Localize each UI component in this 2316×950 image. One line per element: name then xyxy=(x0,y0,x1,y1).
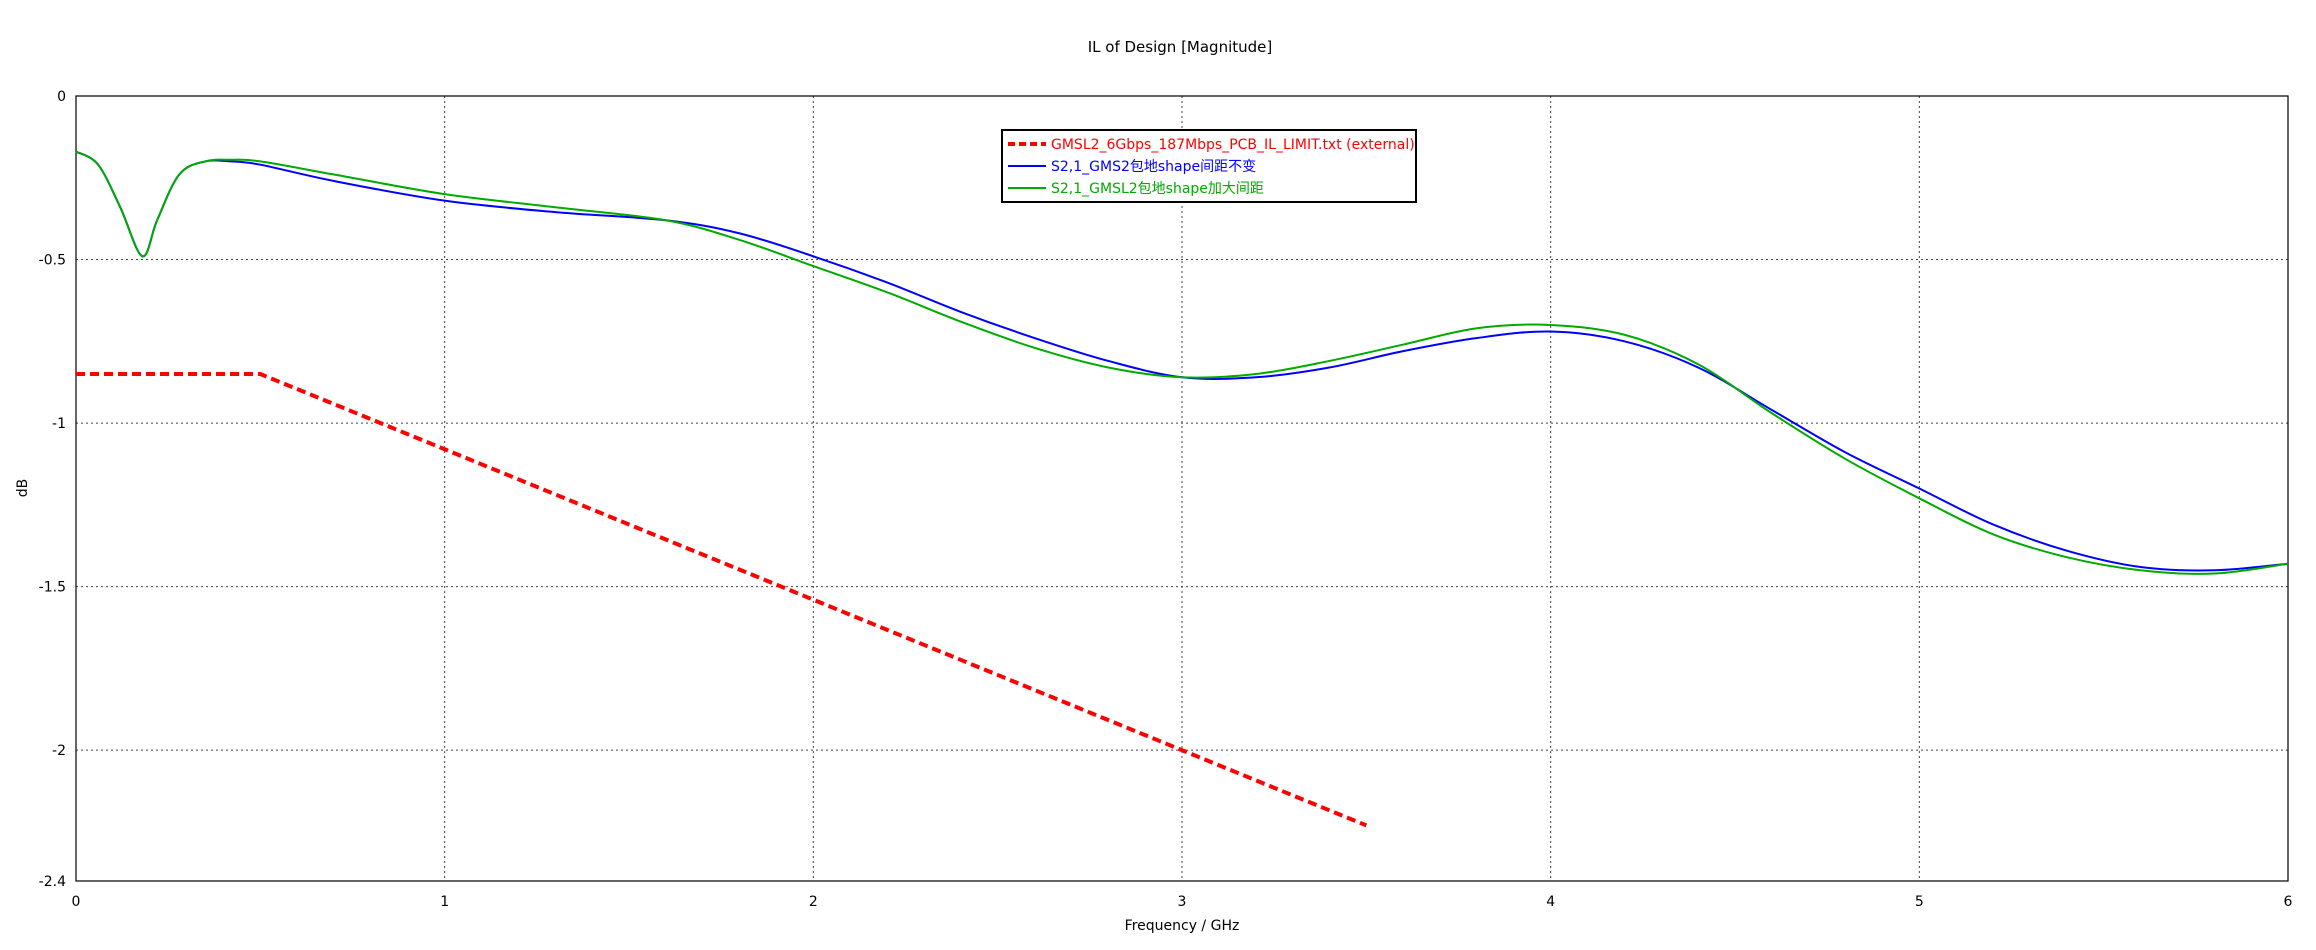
x-tick-label: 6 xyxy=(2284,894,2293,910)
y-tick-labels: 0 -0.5 -1 -1.5 -2 -2.4 xyxy=(39,89,66,890)
x-tick-label: 0 xyxy=(72,894,81,910)
x-tick-label: 4 xyxy=(1546,894,1555,910)
chart-title: IL of Design [Magnitude] xyxy=(1088,38,1273,56)
y-tick-label: -0.5 xyxy=(39,253,66,269)
y-tick-label: -1.5 xyxy=(39,580,66,596)
plot-area-frame xyxy=(75,95,2289,882)
y-tick-label: -2.4 xyxy=(39,874,66,890)
x-axis-label: Frequency / GHz xyxy=(1125,918,1240,934)
x-tick-label: 5 xyxy=(1915,894,1924,910)
legend-label-3: S2,1_GMSL2包地shape加大间距 xyxy=(1051,181,1264,197)
x-tick-labels: 0 1 2 3 4 5 6 xyxy=(72,894,2293,910)
y-tick-label: 0 xyxy=(57,89,66,105)
series-line-1 xyxy=(76,372,1368,828)
x-tick-label: 2 xyxy=(809,894,818,910)
series-line-3 xyxy=(75,150,2289,575)
y-axis-label: dB xyxy=(15,479,31,498)
y-tick-label: -1 xyxy=(52,416,66,432)
grid-lines xyxy=(76,96,2288,881)
legend-label-2: S2,1_GMS2包地shape间距不变 xyxy=(1051,159,1256,175)
series-lines xyxy=(75,150,2289,828)
legend-box xyxy=(1001,129,1417,203)
x-tick-label: 3 xyxy=(1178,894,1187,910)
legend: GMSL2_6Gbps_187Mbps_PCB_IL_LIMIT.txt (ex… xyxy=(1001,129,1417,203)
legend-label-1: GMSL2_6Gbps_187Mbps_PCB_IL_LIMIT.txt (ex… xyxy=(1051,137,1415,153)
x-tick-label: 1 xyxy=(440,894,449,910)
y-tick-label: -2 xyxy=(52,743,66,759)
